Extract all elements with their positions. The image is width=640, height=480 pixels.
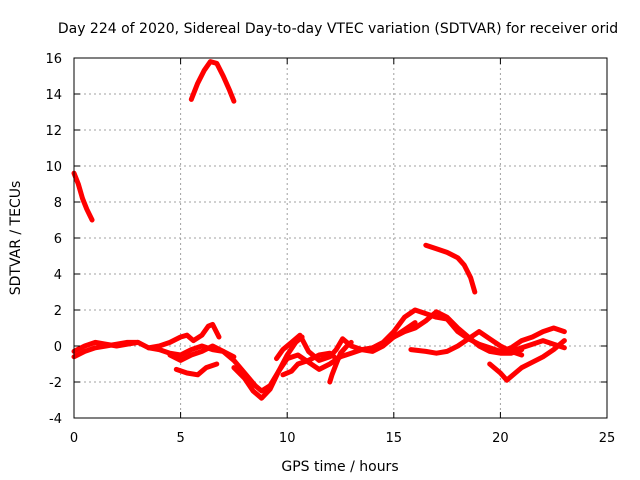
y-tick-label: 2 xyxy=(54,304,62,319)
series-line-arc-5 xyxy=(71,339,141,354)
series-line-arc-3 xyxy=(423,242,478,295)
series-line-arc-8 xyxy=(173,361,220,378)
axis-ticks: 0 5 10 15 20 25 -4 -2 0 2 4 6 8 10 12 14 16 xyxy=(45,52,615,446)
series-line-arc-10 xyxy=(274,320,418,363)
y-tick-label: 16 xyxy=(45,52,62,67)
y-tick-label: 12 xyxy=(45,124,62,139)
series-line-arc-15 xyxy=(408,329,525,358)
x-tick-label: 10 xyxy=(279,431,296,446)
series-line-arc-14 xyxy=(391,309,525,356)
y-tick-label: 6 xyxy=(54,232,62,247)
series-line-arc-11 xyxy=(280,350,339,378)
series-line-arc-17 xyxy=(508,338,567,354)
x-tick-label: 0 xyxy=(70,431,78,446)
y-tick-label: 4 xyxy=(54,268,62,283)
x-tick-label: 5 xyxy=(176,431,184,446)
y-tick-label: -4 xyxy=(49,412,62,427)
x-axis-label: GPS time / hours xyxy=(281,459,398,475)
x-tick-label: 15 xyxy=(386,431,403,446)
y-tick-label: -2 xyxy=(49,376,62,391)
series-line-arc-1 xyxy=(71,170,95,223)
series-line-arc-12 xyxy=(327,339,354,385)
y-tick-label: 0 xyxy=(54,340,62,355)
y-tick-label: 10 xyxy=(45,160,62,175)
chart-title: Day 224 of 2020, Sidereal Day-to-day VTE… xyxy=(58,21,618,37)
series-line-arc-7 xyxy=(167,343,237,363)
series-line-arc-6 xyxy=(146,321,222,351)
x-tick-label: 20 xyxy=(492,431,509,446)
y-axis-label: SDTVAR / TECUs xyxy=(8,181,24,296)
x-tick-label: 25 xyxy=(599,431,616,446)
y-tick-label: 14 xyxy=(45,88,62,103)
series-line-arc-9 xyxy=(231,334,305,401)
series-line-arc-2 xyxy=(188,59,237,104)
series-line-arc-16 xyxy=(487,338,567,383)
data-series xyxy=(71,59,567,401)
y-tick-label: 8 xyxy=(54,196,62,211)
